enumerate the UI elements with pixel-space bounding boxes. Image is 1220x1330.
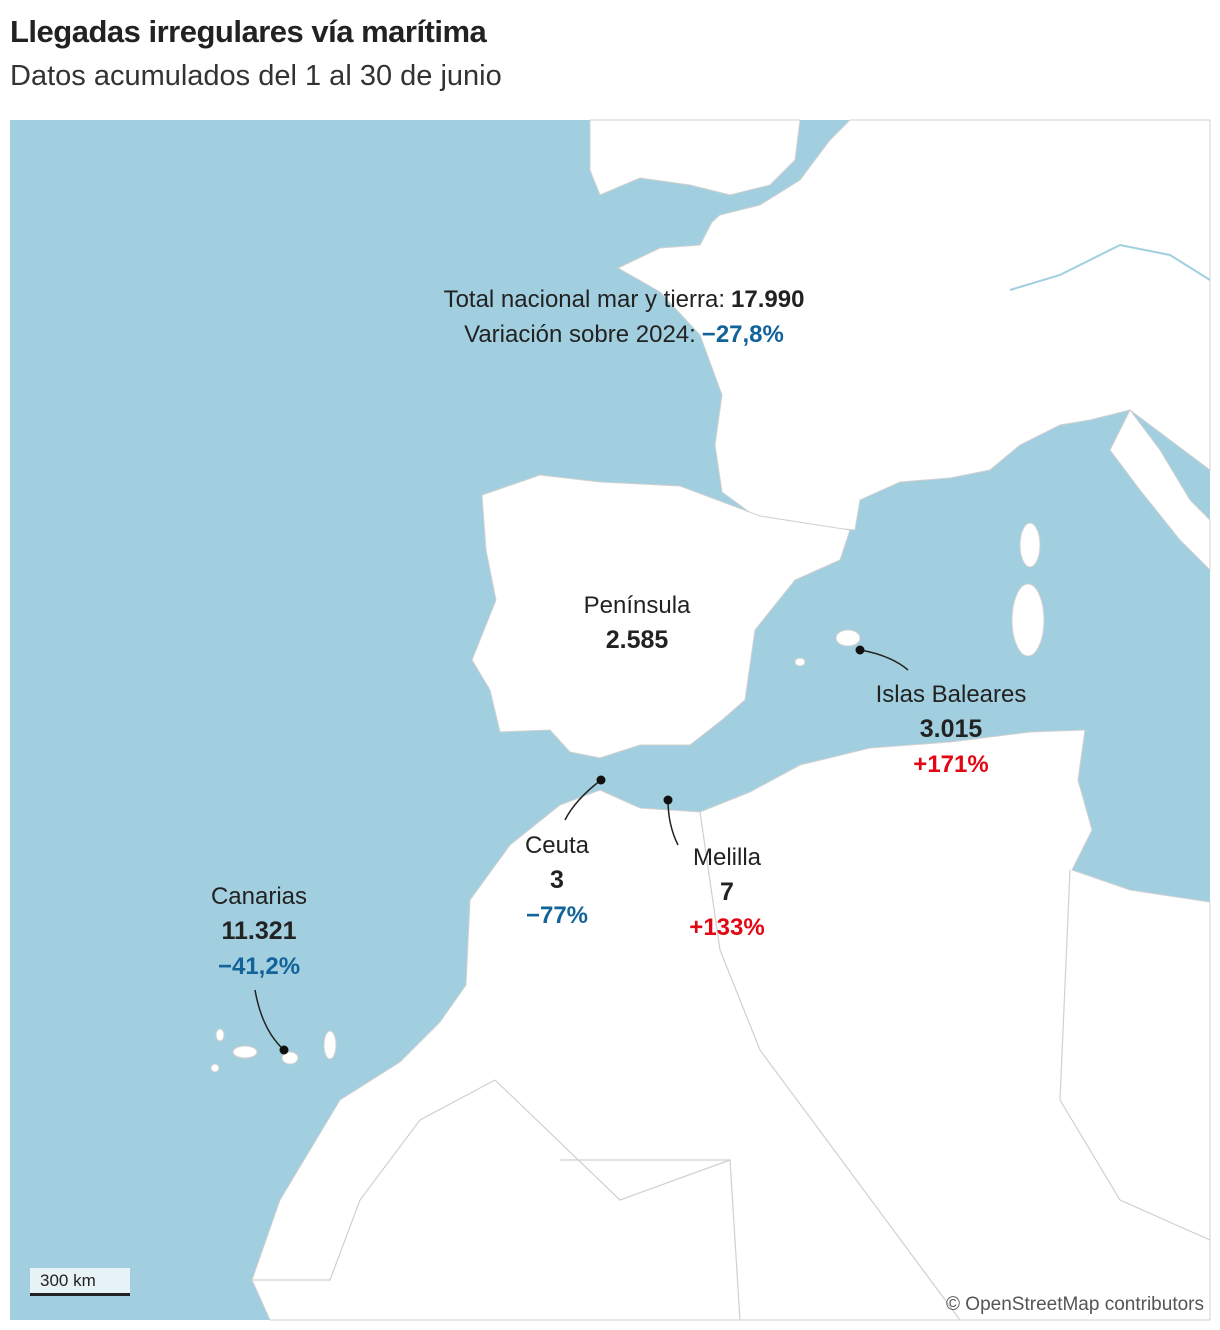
region-change: −77% bbox=[525, 902, 589, 929]
canary-island bbox=[215, 1028, 225, 1042]
africa bbox=[251, 729, 1211, 1321]
location-dot bbox=[663, 795, 673, 805]
corsica bbox=[1019, 522, 1041, 568]
region-value: 2.585 bbox=[605, 626, 669, 654]
leader-line bbox=[859, 649, 909, 671]
variation-value: −27,8% bbox=[701, 321, 784, 348]
region-value: 7 bbox=[720, 878, 734, 906]
region-label: Ceuta 3 −77% bbox=[525, 828, 589, 933]
scale-bar: 300 km bbox=[30, 1268, 130, 1296]
border bbox=[1059, 869, 1211, 1241]
region-name: Melilla bbox=[692, 844, 761, 871]
region-value: 3 bbox=[550, 866, 564, 894]
region-name: Ceuta bbox=[524, 832, 590, 859]
total-value: 17.990 bbox=[731, 286, 805, 313]
region-name: Península bbox=[583, 592, 691, 619]
iberia bbox=[471, 474, 851, 759]
location-dot bbox=[279, 1045, 289, 1055]
region-value: 3.015 bbox=[919, 715, 983, 743]
attribution: © OpenStreetMap contributors bbox=[946, 1294, 1204, 1315]
europe bbox=[616, 119, 1211, 531]
region-label: Canarias 11.321 −41,2% bbox=[211, 879, 307, 984]
mallorca bbox=[835, 629, 861, 647]
italy bbox=[1109, 409, 1211, 572]
canary-island bbox=[232, 1045, 258, 1059]
region-label: Islas Baleares 3.015 +171% bbox=[876, 677, 1027, 782]
border bbox=[699, 811, 961, 1321]
summary: Total nacional mar y tierra: 17.990 Varia… bbox=[444, 282, 805, 352]
leader-line bbox=[254, 989, 285, 1051]
title: Llegadas irregulares vía marítima bbox=[10, 14, 487, 49]
region-name: Canarias bbox=[210, 883, 308, 910]
region-name: Islas Baleares bbox=[875, 681, 1027, 708]
canary-island bbox=[323, 1030, 337, 1060]
region-change: −41,2% bbox=[217, 953, 301, 980]
canary-island bbox=[281, 1051, 299, 1065]
total-label: Total nacional mar y tierra: bbox=[443, 286, 726, 313]
region-label: Península 2.585 bbox=[584, 588, 691, 658]
total-line: Total nacional mar y tierra: 17.990 bbox=[444, 282, 805, 317]
border bbox=[250, 1079, 496, 1281]
region-change: +133% bbox=[689, 914, 765, 941]
river bbox=[1009, 243, 1211, 291]
canary-island bbox=[210, 1063, 220, 1073]
location-dot bbox=[855, 645, 865, 655]
location-dot bbox=[596, 775, 606, 785]
subtitle: Datos acumulados del 1 al 30 de junio bbox=[10, 60, 502, 92]
leader-line bbox=[564, 779, 602, 821]
variation-label: Variación sobre 2024: bbox=[464, 321, 696, 348]
border bbox=[494, 1079, 731, 1201]
region-value: 11.321 bbox=[221, 917, 297, 945]
region-change: +171% bbox=[913, 751, 989, 778]
variation-line: Variación sobre 2024: −27,8% bbox=[444, 317, 805, 352]
sardinia bbox=[1011, 583, 1045, 657]
ibiza bbox=[794, 657, 806, 667]
region-label: Melilla 7 +133% bbox=[689, 840, 764, 945]
britain bbox=[589, 119, 801, 196]
